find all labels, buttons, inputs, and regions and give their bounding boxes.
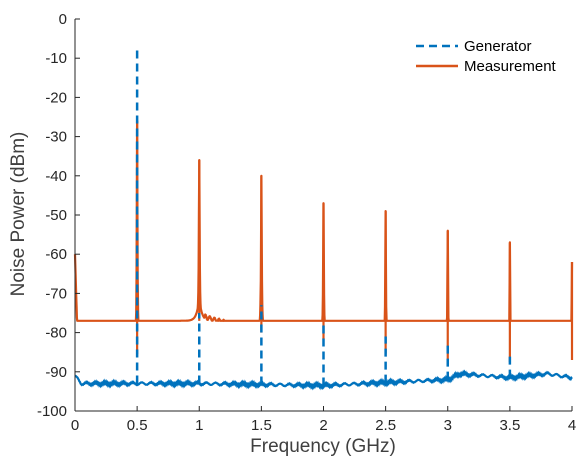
x-tick-label: 4 — [568, 417, 576, 434]
legend-generator-label: Generator — [464, 38, 532, 55]
x-tick-label: 1 — [195, 417, 203, 434]
measurement-line — [73, 119, 574, 322]
x-tick-label: 3 — [444, 417, 452, 434]
x-axis-label: Frequency (GHz) — [250, 436, 396, 457]
y-tick-label: -60 — [45, 246, 67, 263]
y-tick-label: -90 — [45, 364, 67, 381]
y-tick-label: -30 — [45, 129, 67, 146]
y-tick-label: -50 — [45, 207, 67, 224]
plot-area — [73, 46, 574, 391]
x-tick-label: 0.5 — [127, 417, 148, 434]
x-ticks: 0 0.5 1 1.5 2 2.5 3 3.5 4 — [71, 406, 576, 434]
y-tick-label: -70 — [45, 285, 67, 302]
x-tick-label: 2.5 — [375, 417, 396, 434]
legend-measurement-label: Measurement — [464, 58, 557, 75]
legend: Generator Measurement — [416, 38, 557, 75]
y-ticks: 0 -10 -20 -30 -40 -50 -60 -70 -80 -90 -100 — [37, 11, 80, 420]
y-tick-label: 0 — [59, 11, 67, 28]
y-tick-label: -80 — [45, 325, 67, 342]
y-tick-label: -10 — [45, 50, 67, 67]
y-tick-label: -100 — [37, 403, 67, 420]
generator-floor-line — [74, 369, 573, 391]
x-tick-label: 0 — [71, 417, 79, 434]
x-tick-label: 2 — [319, 417, 327, 434]
y-tick-label: -40 — [45, 168, 67, 185]
x-tick-label: 1.5 — [251, 417, 272, 434]
x-tick-label: 3.5 — [499, 417, 520, 434]
y-axis-label: Noise Power (dBm) — [8, 132, 29, 297]
y-tick-label: -20 — [45, 89, 67, 106]
